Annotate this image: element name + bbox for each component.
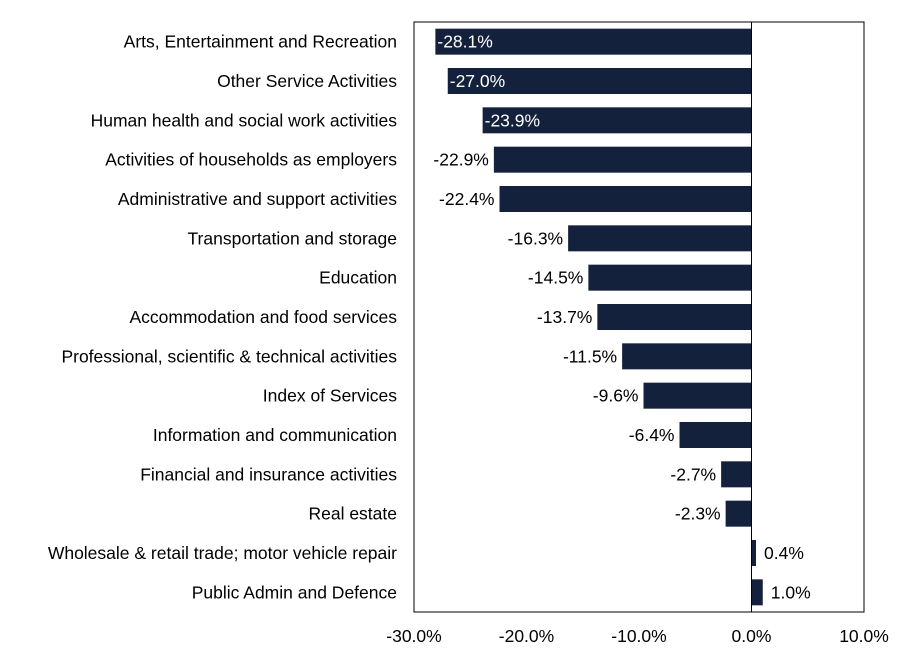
value-label: -28.1%	[437, 32, 492, 52]
value-label: -14.5%	[528, 268, 583, 288]
value-label: -13.7%	[537, 307, 592, 327]
bar	[597, 304, 752, 330]
category-labels: Arts, Entertainment and Recreation Other …	[48, 32, 397, 603]
value-label: -2.7%	[670, 464, 716, 484]
category-label: Transportation and storage	[188, 228, 397, 248]
bar	[493, 146, 752, 173]
value-label: 1.0%	[771, 582, 811, 602]
value-label: -23.9%	[485, 110, 540, 130]
value-label: -2.3%	[675, 504, 721, 524]
x-tick-label: 0.0%	[732, 626, 772, 646]
bar	[643, 382, 752, 409]
bar	[435, 28, 752, 55]
bar	[679, 422, 752, 448]
value-label: -6.4%	[629, 425, 675, 445]
value-label: 0.4%	[764, 543, 804, 563]
category-label: Information and communication	[153, 425, 397, 445]
x-tick-label: -30.0%	[386, 626, 441, 646]
value-label: -27.0%	[450, 71, 505, 91]
category-label: Wholesale & retail trade; motor vehicle …	[48, 543, 397, 563]
category-label: Professional, scientific & technical act…	[61, 346, 397, 366]
value-label: -9.6%	[593, 386, 639, 406]
category-label: Human health and social work activities	[91, 110, 398, 130]
x-tick-labels: -30.0% -20.0% -10.0% 0.0% 10.0%	[386, 626, 889, 646]
category-label: Other Service Activities	[217, 71, 397, 91]
category-label: Education	[319, 268, 397, 288]
x-tick-label: -10.0%	[611, 626, 666, 646]
bar	[725, 500, 752, 527]
category-label: Arts, Entertainment and Recreation	[124, 32, 397, 52]
bar	[499, 186, 752, 212]
value-label: -22.4%	[439, 189, 494, 209]
x-tick-label: -20.0%	[499, 626, 554, 646]
bar	[622, 343, 752, 370]
bar	[588, 264, 752, 291]
x-tick-label: 10.0%	[839, 626, 889, 646]
bars-group	[435, 28, 763, 606]
bar	[482, 107, 752, 134]
value-label: -11.5%	[563, 346, 617, 366]
bar	[568, 225, 752, 252]
category-label: Index of Services	[263, 386, 397, 406]
value-label: -16.3%	[508, 228, 563, 248]
bar	[447, 68, 752, 94]
bar	[721, 461, 752, 488]
category-label: Real estate	[308, 504, 397, 524]
category-label: Public Admin and Defence	[192, 582, 397, 602]
value-label: -22.9%	[433, 150, 488, 170]
bar	[751, 579, 763, 606]
category-label: Activities of households as employers	[105, 150, 397, 170]
category-label: Financial and insurance activities	[140, 464, 397, 484]
bar	[751, 540, 756, 566]
category-label: Administrative and support activities	[118, 189, 397, 209]
category-label: Accommodation and food services	[130, 307, 398, 327]
value-labels: -28.1% -27.0% -23.9% -22.9% -22.4% -16.3% -14.…	[433, 32, 810, 603]
